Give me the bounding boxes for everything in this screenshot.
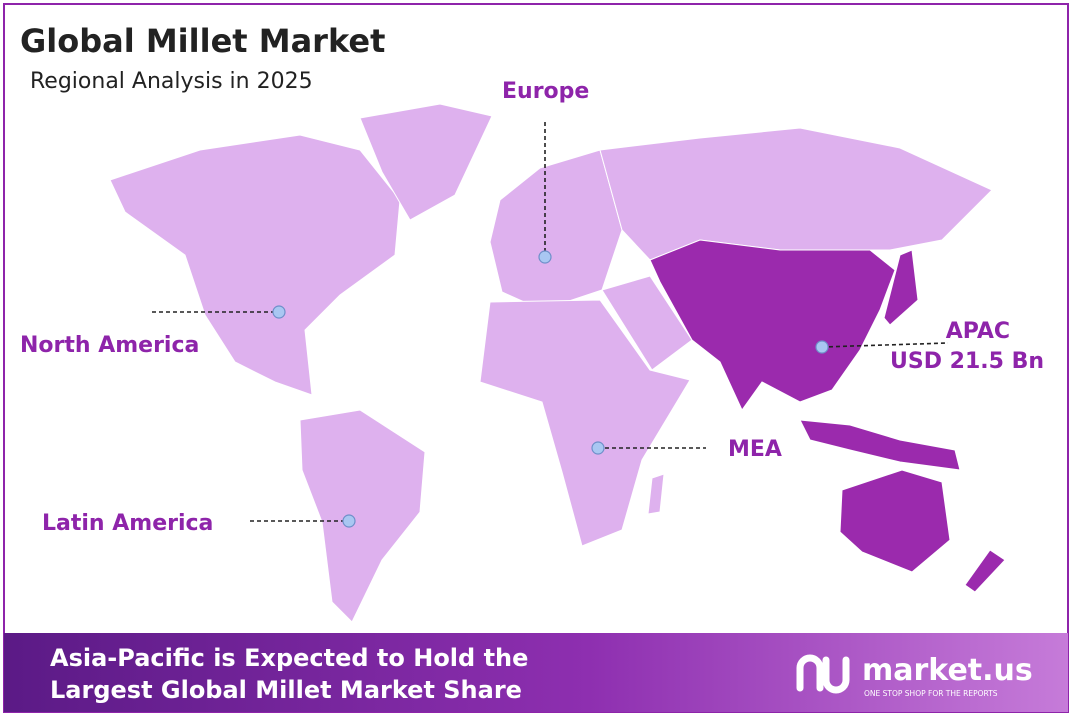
leader-line: [821, 342, 949, 348]
footer-band: [4, 633, 1068, 712]
logo-icon: [796, 654, 850, 694]
region-value: USD 21.5 Bn: [890, 349, 1044, 374]
region-dot: [591, 441, 605, 455]
logo-tagline: ONE STOP SHOP FOR THE REPORTS: [864, 689, 998, 698]
africa: [479, 299, 691, 547]
region-label: Latin America: [42, 511, 213, 536]
region-label: Europe: [502, 79, 589, 104]
region-label: North America: [20, 333, 199, 358]
asia-pacific: [649, 239, 896, 411]
australia: [839, 469, 951, 573]
world-map: [109, 103, 1006, 623]
north-america: [109, 134, 401, 396]
footer-line: Largest Global Millet Market Share: [50, 676, 522, 704]
japan: [883, 249, 919, 326]
region-label: MEA: [728, 437, 782, 462]
region-dot: [815, 340, 829, 354]
title: Global Millet Market: [20, 22, 385, 60]
madagascar: [647, 473, 665, 515]
logo-name: market.us: [862, 653, 1033, 688]
region-dot: [342, 514, 356, 528]
region-label: APAC: [946, 319, 1010, 344]
new-zealand: [964, 549, 1006, 593]
region-dot: [538, 250, 552, 264]
greenland: [359, 103, 493, 221]
logo: market.us ONE STOP SHOP FOR THE REPORTS: [796, 653, 1033, 698]
subtitle: Regional Analysis in 2025: [30, 69, 313, 94]
se-asia-islands: [799, 419, 961, 471]
region-dot: [272, 305, 286, 319]
footer-line: Asia-Pacific is Expected to Hold the: [50, 644, 528, 672]
south-america: [299, 409, 426, 623]
north-asia: [599, 127, 993, 261]
